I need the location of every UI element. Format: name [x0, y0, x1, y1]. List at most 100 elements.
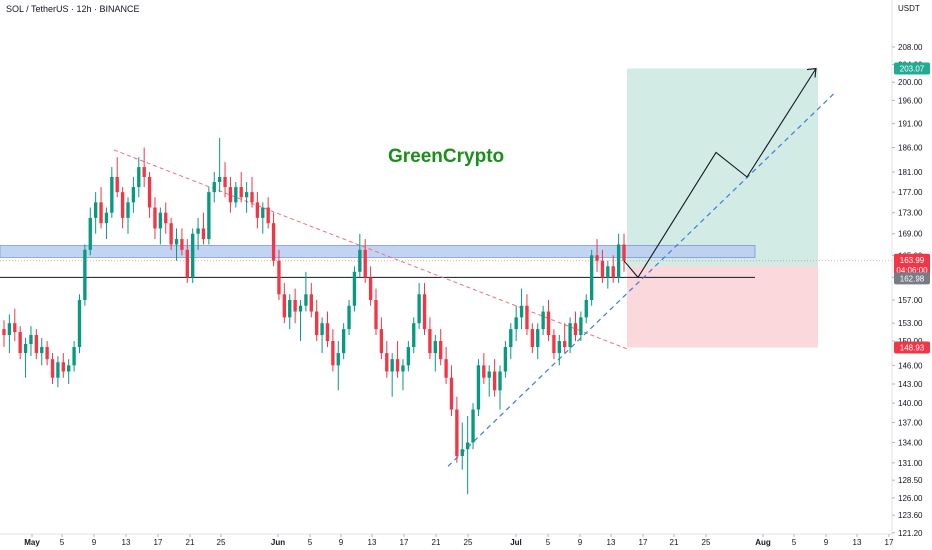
candle[interactable] [217, 137, 222, 193]
candle[interactable] [358, 233, 362, 278]
candle[interactable] [13, 308, 17, 342]
candle[interactable] [153, 197, 157, 240]
candle[interactable] [34, 329, 39, 360]
candle[interactable] [341, 323, 346, 360]
candle[interactable] [379, 317, 384, 360]
candle[interactable] [315, 299, 319, 342]
candle[interactable] [255, 192, 260, 229]
candle[interactable] [385, 341, 389, 378]
candle[interactable] [174, 228, 179, 261]
target-zone[interactable] [627, 68, 818, 267]
candle[interactable] [336, 341, 340, 391]
candle[interactable] [428, 317, 432, 360]
candle[interactable] [185, 239, 189, 283]
candle[interactable] [250, 177, 254, 208]
projection-path[interactable] [623, 68, 817, 279]
candle[interactable] [600, 249, 605, 283]
candle[interactable] [406, 341, 411, 372]
candle[interactable] [573, 311, 578, 342]
candle[interactable] [104, 207, 109, 240]
candle[interactable] [2, 320, 6, 348]
candle[interactable] [169, 217, 173, 250]
candle[interactable] [492, 359, 497, 397]
candle[interactable] [374, 288, 378, 336]
candle[interactable] [589, 249, 594, 306]
candle[interactable] [288, 294, 292, 330]
candle[interactable] [433, 335, 437, 372]
candle[interactable] [99, 187, 103, 229]
candle[interactable] [88, 207, 92, 256]
candle[interactable] [191, 228, 195, 283]
candle[interactable] [611, 255, 615, 283]
candle[interactable] [401, 359, 405, 391]
candle[interactable] [277, 249, 281, 300]
candle[interactable] [212, 172, 216, 203]
candle[interactable] [579, 311, 583, 342]
candle[interactable] [412, 317, 416, 354]
stop-badge[interactable]: 148.93 [894, 341, 930, 354]
candle[interactable] [120, 187, 125, 229]
candle[interactable] [93, 192, 98, 234]
descending-trendline[interactable] [113, 149, 631, 351]
candle[interactable] [606, 260, 610, 289]
candle[interactable] [465, 416, 470, 495]
candle[interactable] [622, 233, 626, 272]
candle[interactable] [487, 365, 491, 397]
candle[interactable] [584, 294, 588, 324]
entry-badge[interactable]: 162.98 [894, 272, 930, 285]
candle[interactable] [196, 217, 200, 250]
candle[interactable] [298, 299, 303, 342]
candle[interactable] [207, 187, 211, 245]
candle[interactable] [180, 228, 184, 256]
candle[interactable] [110, 167, 114, 218]
candle[interactable] [541, 305, 545, 336]
candle[interactable] [147, 172, 152, 218]
candle[interactable] [83, 244, 87, 306]
candle[interactable] [395, 341, 400, 378]
candle[interactable] [40, 338, 44, 366]
candle[interactable] [509, 323, 513, 360]
candle[interactable] [164, 202, 168, 234]
candle[interactable] [320, 317, 324, 354]
candle[interactable] [50, 353, 55, 385]
candle[interactable] [142, 147, 146, 188]
candle[interactable] [519, 288, 524, 330]
candle[interactable] [363, 239, 367, 283]
resistance-zone[interactable] [0, 245, 756, 258]
candle[interactable] [228, 177, 233, 213]
candle[interactable] [455, 396, 459, 463]
candle[interactable] [18, 326, 22, 360]
candle[interactable] [616, 233, 621, 283]
candle[interactable] [476, 359, 481, 417]
candle[interactable] [331, 329, 335, 372]
candle[interactable] [368, 266, 373, 306]
candle[interactable] [552, 329, 556, 360]
candle[interactable] [546, 299, 551, 342]
candle[interactable] [234, 182, 238, 208]
candle[interactable] [7, 314, 12, 354]
candle[interactable] [67, 359, 71, 385]
time-axis-panel[interactable] [0, 534, 892, 550]
candle[interactable] [498, 365, 502, 410]
current-price-badge[interactable]: 163.99 [894, 253, 930, 266]
candle[interactable] [61, 353, 65, 378]
candle[interactable] [304, 271, 308, 312]
candle[interactable] [56, 356, 60, 388]
candle[interactable] [514, 305, 518, 342]
candle[interactable] [347, 299, 351, 336]
candle[interactable] [563, 323, 567, 354]
candle[interactable] [72, 341, 76, 372]
candle[interactable] [417, 282, 421, 330]
candle[interactable] [460, 422, 464, 470]
candle[interactable] [223, 162, 227, 198]
stop-loss-zone[interactable] [627, 266, 818, 348]
candle[interactable] [293, 288, 297, 324]
candle[interactable] [449, 365, 454, 417]
candle[interactable] [536, 323, 540, 360]
candle[interactable] [23, 338, 28, 378]
target-badge[interactable]: 203.07 [894, 62, 930, 75]
candle[interactable] [131, 177, 136, 213]
candle[interactable] [271, 212, 276, 267]
candle[interactable] [137, 157, 141, 198]
